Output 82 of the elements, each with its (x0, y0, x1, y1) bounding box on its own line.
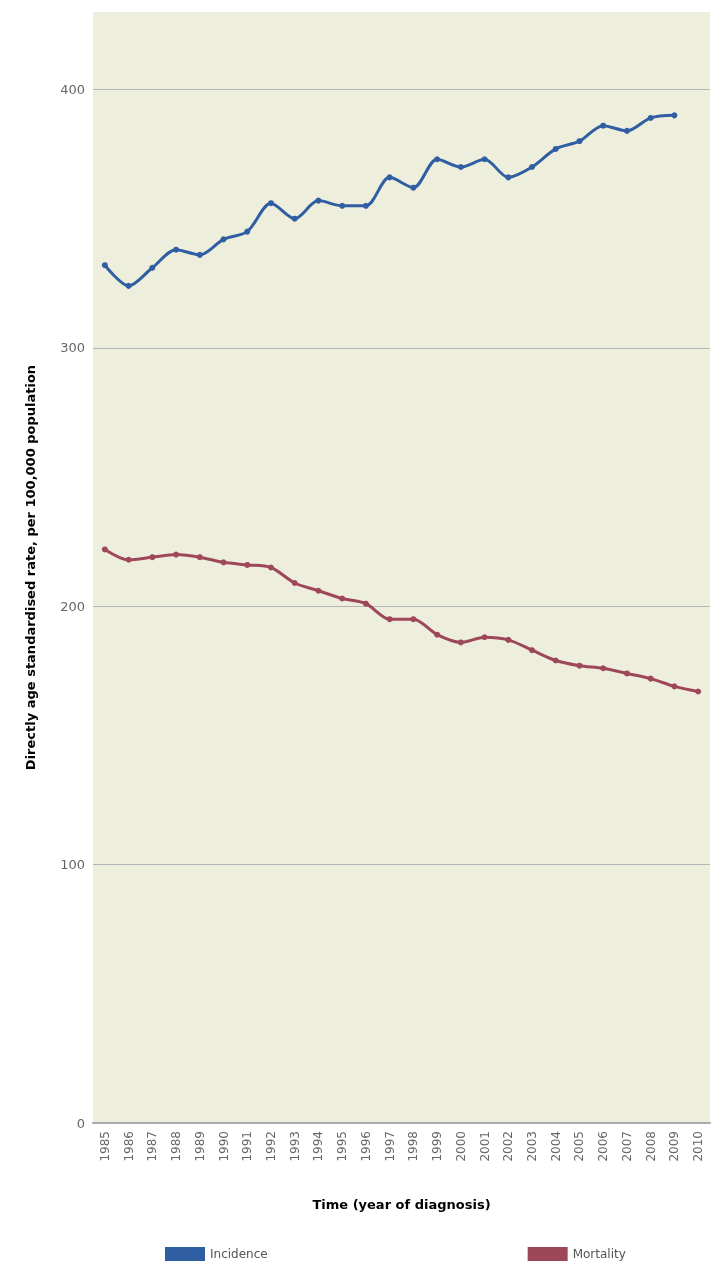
y-axis-title: Directly age standardised rate, per 100,000 population (23, 364, 38, 771)
point (552, 145, 559, 152)
point (101, 262, 108, 269)
x-axis-title: Time (year of diagnosis) (312, 1197, 491, 1212)
x-tick-label: 2006 (596, 1131, 611, 1162)
point (576, 138, 583, 145)
x-tick-label: 1989 (192, 1131, 207, 1162)
y-tick-label: 300 (60, 340, 85, 356)
point (481, 156, 488, 163)
point (600, 122, 607, 129)
y-tick-label: 100 (60, 857, 85, 873)
point (244, 561, 251, 568)
x-tick-label: 2008 (643, 1131, 658, 1162)
point (173, 551, 180, 558)
point (339, 595, 346, 602)
point (505, 636, 512, 643)
x-tick-label: 2009 (667, 1131, 682, 1162)
y-tick-label: 200 (60, 598, 85, 614)
point (505, 174, 512, 181)
y-tick-label: 0 (76, 1115, 85, 1131)
point (671, 683, 678, 690)
point (291, 215, 298, 222)
legend-label: Incidence (210, 1247, 268, 1261)
y-tick-label: 400 (60, 82, 85, 98)
x-tick-label: 1993 (287, 1131, 302, 1162)
point (386, 174, 393, 181)
x-tick-label: 1994 (311, 1131, 326, 1162)
point (244, 228, 251, 235)
point (339, 202, 346, 209)
point (386, 616, 393, 623)
point (315, 587, 322, 594)
x-tick-label: 1991 (240, 1131, 255, 1162)
point (149, 264, 156, 271)
point (362, 600, 369, 607)
point (623, 127, 630, 134)
x-tick-label: 1995 (335, 1131, 350, 1162)
point (457, 639, 464, 646)
point (125, 282, 132, 289)
point (529, 647, 536, 654)
point (600, 665, 607, 672)
x-tick-label: 2007 (619, 1131, 634, 1162)
point (481, 634, 488, 641)
point (196, 251, 203, 258)
point (647, 675, 654, 682)
point (315, 197, 322, 204)
x-tick-label: 1998 (406, 1131, 421, 1162)
point (671, 112, 678, 119)
x-tick-label: 1987 (145, 1131, 160, 1162)
x-tick-label: 1988 (169, 1131, 184, 1162)
x-tick-label: 2002 (501, 1131, 516, 1162)
x-tick-label: 1985 (97, 1131, 112, 1162)
point (125, 556, 132, 563)
point (695, 688, 702, 695)
point (410, 616, 417, 623)
point (196, 554, 203, 561)
point (101, 546, 108, 553)
x-tick-label: 2004 (548, 1131, 563, 1162)
point (149, 554, 156, 561)
point (457, 164, 464, 171)
point (623, 670, 630, 677)
x-tick-label: 1990 (216, 1131, 231, 1162)
x-tick-label: 2005 (572, 1131, 587, 1162)
point (434, 156, 441, 163)
point (434, 631, 441, 638)
x-tick-label: 1986 (121, 1131, 136, 1162)
x-tick-label: 1999 (430, 1131, 445, 1162)
point (291, 580, 298, 586)
point (173, 246, 180, 253)
point (267, 564, 274, 571)
point (529, 164, 536, 171)
x-tick-label: 2000 (453, 1131, 468, 1162)
x-tick-label: 2001 (477, 1131, 492, 1162)
legend-label: Mortality (572, 1247, 626, 1261)
point (362, 202, 369, 209)
point (410, 184, 417, 191)
point (267, 200, 274, 207)
x-tick-label: 2010 (691, 1131, 706, 1162)
point (647, 114, 654, 121)
x-tick-label: 2003 (525, 1131, 540, 1162)
x-tick-label: 1996 (358, 1131, 373, 1162)
x-tick-label: 1992 (263, 1131, 278, 1162)
x-tick-label: 1997 (382, 1131, 397, 1162)
